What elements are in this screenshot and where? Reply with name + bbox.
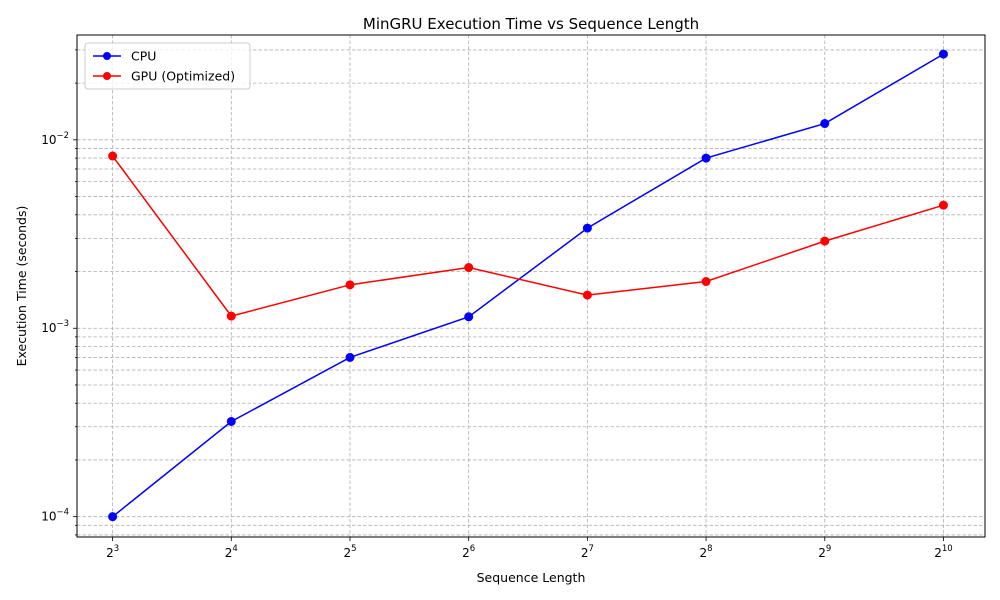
data-point <box>464 263 474 273</box>
data-point <box>464 312 474 322</box>
data-point <box>820 119 830 129</box>
legend-label: GPU (Optimized) <box>131 69 235 84</box>
series-line <box>112 155 944 317</box>
x-tick-label: 28 <box>700 544 713 560</box>
y-tick-label: 10−4 <box>41 508 69 524</box>
series-0 <box>108 49 948 522</box>
legend-entries: CPU GPU (Optimized) <box>93 49 235 84</box>
plot-area-frame <box>76 34 986 538</box>
series-line <box>112 53 944 518</box>
legend-marker <box>103 72 111 80</box>
y-axis-label: Execution Time (seconds) <box>14 206 29 367</box>
data-point <box>701 277 711 287</box>
data-point <box>226 311 236 321</box>
data-point <box>820 236 830 246</box>
data-point <box>108 151 118 161</box>
data-point <box>701 153 711 163</box>
data-point <box>345 352 355 362</box>
x-tick-label: 23 <box>106 544 119 560</box>
x-tick-label: 210 <box>934 544 952 560</box>
data-point <box>938 200 948 210</box>
y-tick-label: 10−2 <box>41 131 69 147</box>
data-point <box>345 280 355 290</box>
legend-label: CPU <box>131 49 156 64</box>
data-point <box>108 512 118 522</box>
x-axis-label: Sequence Length <box>477 570 586 585</box>
x-tick-label: 26 <box>462 544 475 560</box>
legend: CPU GPU (Optimized) <box>84 42 251 90</box>
chart-title: MinGRU Execution Time vs Sequence Length <box>363 15 699 33</box>
x-tick-label: 27 <box>581 544 594 560</box>
y-tick-label: 10−3 <box>41 319 69 335</box>
data-point <box>226 416 236 426</box>
grid <box>77 35 985 537</box>
data-point <box>938 49 948 59</box>
data-point <box>582 223 592 233</box>
x-tick-label: 25 <box>343 544 356 560</box>
series-lines <box>108 49 948 522</box>
legend-entry: GPU (Optimized) <box>93 69 235 84</box>
data-point <box>582 290 592 300</box>
legend-entry: CPU <box>93 49 156 64</box>
series-1 <box>108 151 948 321</box>
axis-ticks: 23 24 25 26 27 28 29 210 10−4 10−3 10−2 <box>41 49 953 560</box>
legend-box <box>84 42 251 90</box>
x-tick-label: 24 <box>225 544 238 560</box>
x-tick-label: 29 <box>818 544 831 560</box>
legend-marker <box>103 52 111 60</box>
